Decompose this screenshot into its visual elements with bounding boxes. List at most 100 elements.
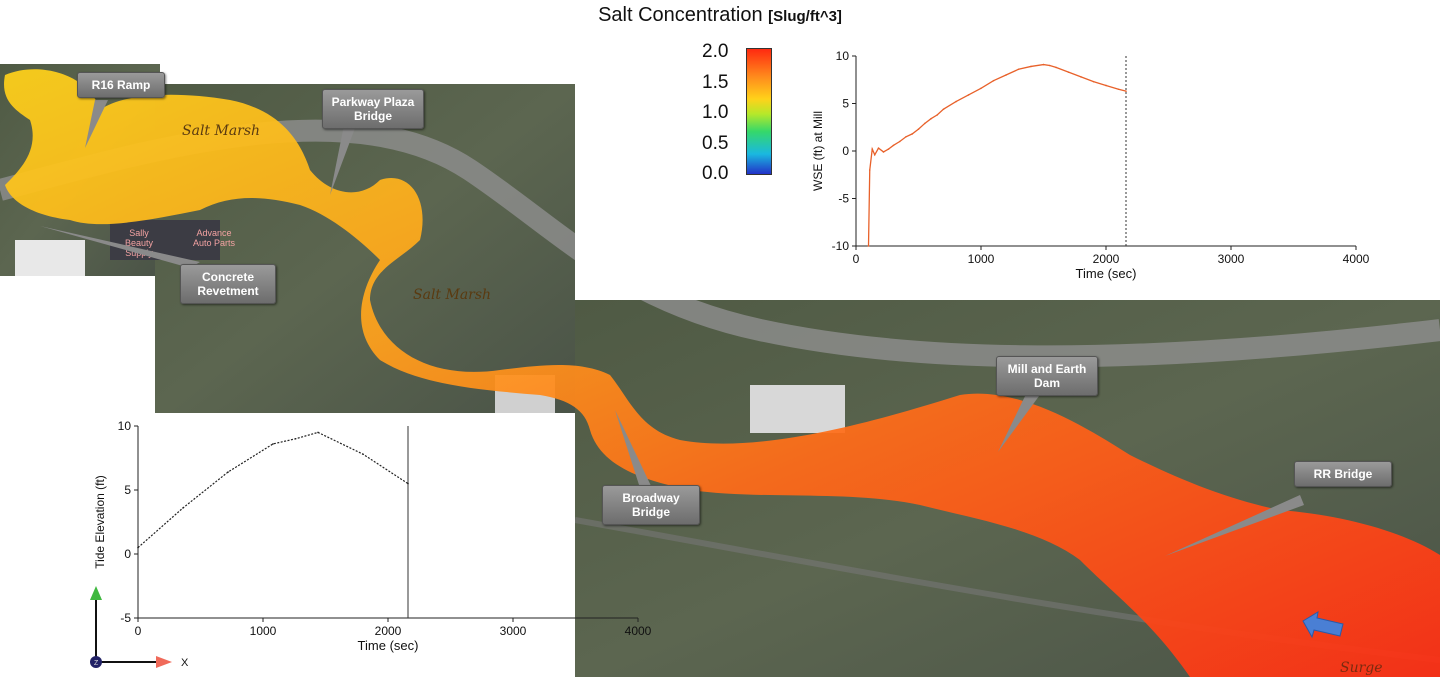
x-tick-label: 2000 bbox=[375, 624, 402, 638]
data-point bbox=[227, 471, 229, 473]
data-point bbox=[868, 169, 871, 171]
y-tick-label: 10 bbox=[118, 419, 132, 433]
top-white-band bbox=[160, 30, 575, 84]
callout-r16-ramp: R16 Ramp bbox=[77, 72, 165, 98]
data-point bbox=[1042, 63, 1045, 66]
y-tick-label: -10 bbox=[832, 239, 850, 253]
title-unit: [Slug/ft^3] bbox=[768, 8, 842, 25]
x-tick-label: 4000 bbox=[1343, 252, 1370, 266]
data-point bbox=[877, 147, 880, 149]
data-point bbox=[892, 144, 895, 147]
triad-z-icon bbox=[90, 656, 102, 668]
callout-parkway-plaza-bridge: Parkway Plaza Bridge bbox=[322, 89, 424, 129]
data-point bbox=[867, 245, 870, 247]
colorbar-tick: 1.5 bbox=[702, 72, 729, 93]
y-tick-label: 0 bbox=[842, 144, 849, 158]
y-tick-label: -5 bbox=[838, 192, 849, 206]
y-tick-label: 5 bbox=[124, 483, 131, 497]
data-point bbox=[1117, 88, 1120, 91]
data-point bbox=[992, 79, 995, 82]
x-tick-label: 3000 bbox=[500, 624, 527, 638]
callout-rr-bridge: RR Bridge bbox=[1294, 461, 1392, 487]
x-axis-label: Time (sec) bbox=[1076, 266, 1137, 281]
data-point bbox=[955, 100, 957, 103]
data-point bbox=[936, 114, 939, 116]
colorbar-tick: 0.5 bbox=[702, 133, 729, 154]
data-point bbox=[1092, 80, 1095, 83]
pointer-broadway bbox=[615, 410, 652, 488]
building bbox=[110, 220, 220, 260]
map-label-salt-marsh: Salt Marsh bbox=[182, 123, 261, 139]
data-point bbox=[1005, 74, 1007, 76]
x-tick-label: 1000 bbox=[968, 252, 995, 266]
x-axis-label: Time (sec) bbox=[358, 638, 419, 653]
data-point bbox=[272, 443, 274, 445]
y-axis-label: Tide Elevation (ft) bbox=[93, 475, 107, 569]
data-point bbox=[1125, 90, 1127, 92]
callout-concrete-revetment: Concrete Revetment bbox=[180, 264, 276, 304]
pointer-r16 bbox=[85, 100, 108, 148]
data-point bbox=[911, 133, 914, 135]
y-axis-label: WSE (ft) at Mill bbox=[811, 111, 825, 191]
colorbar-tick: 1.0 bbox=[702, 102, 729, 123]
data-point bbox=[1055, 66, 1057, 69]
data-point bbox=[917, 128, 920, 130]
data-point bbox=[1030, 65, 1032, 68]
data-point bbox=[1080, 76, 1082, 78]
wse-chart: 0 1000 2000 3000 4000 -10 -5 0 5 10 Time (sec) WSE … bbox=[811, 49, 1370, 281]
building bbox=[15, 240, 85, 276]
pointer-rr bbox=[1165, 495, 1304, 556]
y-tick-label: 5 bbox=[842, 97, 849, 111]
callout-broadway-bridge: Broadway Bridge bbox=[602, 485, 700, 525]
colorbar-tick: 0.0 bbox=[702, 163, 729, 184]
surge-arrow-icon bbox=[1302, 611, 1344, 639]
x-tick-label: 2000 bbox=[1093, 252, 1120, 266]
data-point bbox=[873, 154, 876, 156]
salt-plume bbox=[4, 69, 1440, 677]
triad-x-arrow-icon bbox=[156, 656, 172, 668]
data-point bbox=[137, 546, 139, 549]
data-point bbox=[294, 438, 297, 440]
map-label-surge: Surge bbox=[1340, 660, 1383, 676]
data-point bbox=[980, 87, 982, 90]
series-line bbox=[137, 431, 409, 549]
data-point bbox=[407, 482, 409, 485]
x-tick-label: 4000 bbox=[625, 624, 652, 638]
data-point bbox=[967, 94, 970, 96]
triad-z-label: Z bbox=[94, 660, 99, 667]
title-text: Salt Concentration bbox=[598, 4, 769, 26]
building bbox=[750, 385, 845, 433]
y-tick-label: 10 bbox=[836, 49, 850, 63]
data-point bbox=[923, 122, 926, 125]
x-tick-label: 0 bbox=[853, 252, 860, 266]
y-tick-label: 0 bbox=[124, 547, 131, 561]
triad-y-arrow-icon bbox=[90, 586, 102, 600]
series-line bbox=[867, 63, 1127, 247]
tide-panel bbox=[80, 413, 575, 677]
data-point bbox=[887, 148, 890, 150]
triad-x-label: X bbox=[181, 657, 189, 669]
data-point bbox=[942, 108, 945, 110]
pointer-concrete bbox=[40, 226, 200, 268]
pointer-mill bbox=[998, 390, 1042, 452]
data-point bbox=[930, 117, 932, 120]
y-tick-label: -5 bbox=[120, 611, 131, 625]
x-tick-label: 3000 bbox=[1218, 252, 1245, 266]
map-label-salt-marsh: Salt Marsh bbox=[413, 287, 492, 303]
data-point bbox=[1105, 84, 1107, 87]
colorbar bbox=[746, 48, 772, 175]
map-label-store: Advance Auto Parts bbox=[192, 228, 236, 248]
data-point bbox=[362, 453, 364, 455]
callout-mill-and-earth-dam: Mill and Earth Dam bbox=[996, 356, 1098, 396]
data-point bbox=[1067, 71, 1070, 73]
x-tick-label: 0 bbox=[135, 624, 142, 638]
data-point bbox=[317, 431, 319, 434]
tide-chart: 0 1000 2000 3000 4000 -5 0 5 10 Time (sec) Tide El… bbox=[93, 419, 652, 653]
data-point bbox=[882, 151, 885, 153]
data-point bbox=[1017, 68, 1020, 71]
axes-triad: X Z bbox=[90, 586, 189, 669]
data-point bbox=[182, 507, 184, 509]
pointer-parkway bbox=[330, 120, 358, 195]
